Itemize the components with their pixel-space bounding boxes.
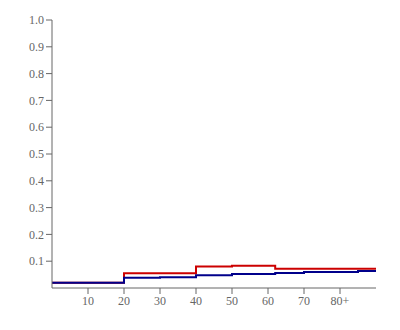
svg-text:70: 70: [298, 294, 310, 308]
svg-text:0.8: 0.8: [29, 67, 44, 81]
svg-text:0.7: 0.7: [29, 94, 44, 108]
svg-text:30: 30: [154, 294, 166, 308]
svg-text:80+: 80+: [331, 294, 350, 308]
svg-text:0.4: 0.4: [29, 174, 44, 188]
svg-text:0.2: 0.2: [29, 228, 44, 242]
svg-text:0.1: 0.1: [29, 254, 44, 268]
svg-text:10: 10: [82, 294, 94, 308]
svg-text:60: 60: [262, 294, 274, 308]
svg-text:0.9: 0.9: [29, 40, 44, 54]
svg-text:0.6: 0.6: [29, 120, 44, 134]
svg-text:50: 50: [226, 294, 238, 308]
svg-text:20: 20: [118, 294, 130, 308]
svg-text:0.3: 0.3: [29, 201, 44, 215]
svg-text:0.5: 0.5: [29, 147, 44, 161]
svg-text:40: 40: [190, 294, 202, 308]
svg-text:1.0: 1.0: [29, 13, 44, 27]
